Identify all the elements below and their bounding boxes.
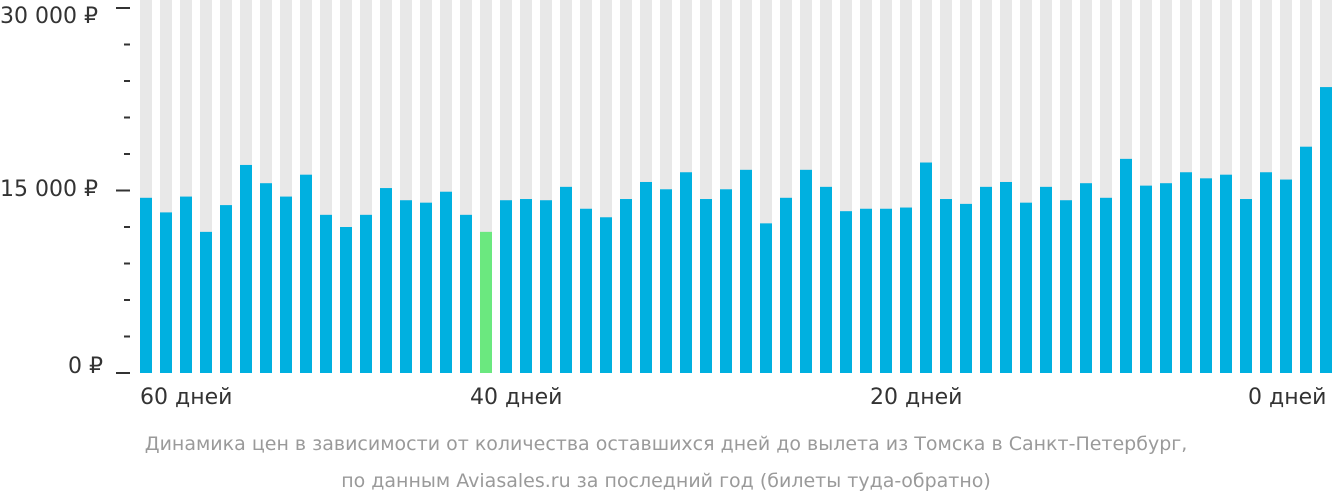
bar[interactable] — [700, 199, 712, 373]
x-tick-label-60: 60 дней — [140, 385, 232, 410]
price-bar-chart: 30 000 ₽ 15 000 ₽ 0 ₽ 60 дней 40 дней 20… — [0, 0, 1332, 410]
bar[interactable] — [1200, 178, 1212, 373]
bar[interactable] — [1020, 202, 1032, 373]
bar[interactable] — [800, 169, 812, 373]
x-tick-label-0: 0 дней — [1248, 385, 1326, 410]
bar[interactable] — [540, 200, 552, 373]
bar[interactable] — [1240, 199, 1252, 373]
bar[interactable] — [1160, 183, 1172, 373]
x-tick-label-20: 20 дней — [870, 385, 962, 410]
bar[interactable] — [140, 197, 152, 373]
bar[interactable] — [880, 208, 892, 373]
bar[interactable] — [720, 189, 732, 373]
bar[interactable] — [560, 186, 572, 373]
bar[interactable] — [420, 202, 432, 373]
chart-caption-line-2: по данным Aviasales.ru за последний год … — [341, 470, 991, 492]
bar[interactable] — [980, 186, 992, 373]
bar[interactable] — [160, 212, 172, 373]
bar[interactable] — [1300, 146, 1312, 373]
bar[interactable] — [680, 172, 692, 373]
bar[interactable] — [280, 196, 292, 373]
bar[interactable] — [660, 189, 672, 373]
bar[interactable] — [1280, 179, 1292, 373]
bar[interactable] — [1080, 183, 1092, 373]
bar[interactable] — [1060, 200, 1072, 373]
bar[interactable] — [940, 199, 952, 373]
bar-highlighted[interactable] — [480, 231, 492, 373]
bar[interactable] — [1260, 172, 1272, 373]
bar[interactable] — [460, 214, 472, 373]
bar[interactable] — [1100, 197, 1112, 373]
x-tick-label-40: 40 дней — [470, 385, 562, 410]
bar[interactable] — [320, 214, 332, 373]
bar[interactable] — [1040, 186, 1052, 373]
x-axis: 60 дней 40 дней 20 дней 0 дней — [140, 385, 1326, 410]
bar[interactable] — [1220, 174, 1232, 373]
bar[interactable] — [520, 199, 532, 373]
bar[interactable] — [760, 223, 772, 373]
bars — [140, 87, 1332, 373]
bar[interactable] — [820, 186, 832, 373]
bar[interactable] — [1000, 181, 1012, 373]
bar[interactable] — [1320, 87, 1332, 373]
chart-caption-line-1: Динамика цен в зависимости от количества… — [144, 433, 1188, 455]
bar[interactable] — [220, 205, 232, 373]
bar[interactable] — [960, 203, 972, 373]
bar[interactable] — [200, 231, 212, 373]
bar[interactable] — [780, 197, 792, 373]
bar[interactable] — [1140, 185, 1152, 373]
bar[interactable] — [860, 208, 872, 373]
bar[interactable] — [600, 217, 612, 373]
bar[interactable] — [640, 181, 652, 373]
bar[interactable] — [380, 188, 392, 373]
bar[interactable] — [340, 227, 352, 373]
y-tick-label-30000: 30 000 ₽ — [0, 4, 98, 29]
bar[interactable] — [440, 191, 452, 373]
bar[interactable] — [300, 174, 312, 373]
bar[interactable] — [1180, 172, 1192, 373]
bar[interactable] — [840, 211, 852, 373]
bar[interactable] — [240, 164, 252, 373]
bar[interactable] — [360, 214, 372, 373]
bar[interactable] — [920, 162, 932, 373]
bar[interactable] — [260, 183, 272, 373]
y-tick-label-15000: 15 000 ₽ — [0, 177, 98, 202]
background-columns — [140, 0, 1332, 373]
bar[interactable] — [580, 208, 592, 373]
y-axis: 30 000 ₽ 15 000 ₽ 0 ₽ — [0, 4, 130, 379]
bar[interactable] — [400, 200, 412, 373]
bar[interactable] — [180, 196, 192, 373]
bar[interactable] — [900, 207, 912, 373]
bar[interactable] — [500, 200, 512, 373]
y-tick-label-0: 0 ₽ — [68, 354, 103, 379]
bar[interactable] — [1120, 158, 1132, 373]
bar[interactable] — [620, 199, 632, 373]
bar[interactable] — [740, 169, 752, 373]
